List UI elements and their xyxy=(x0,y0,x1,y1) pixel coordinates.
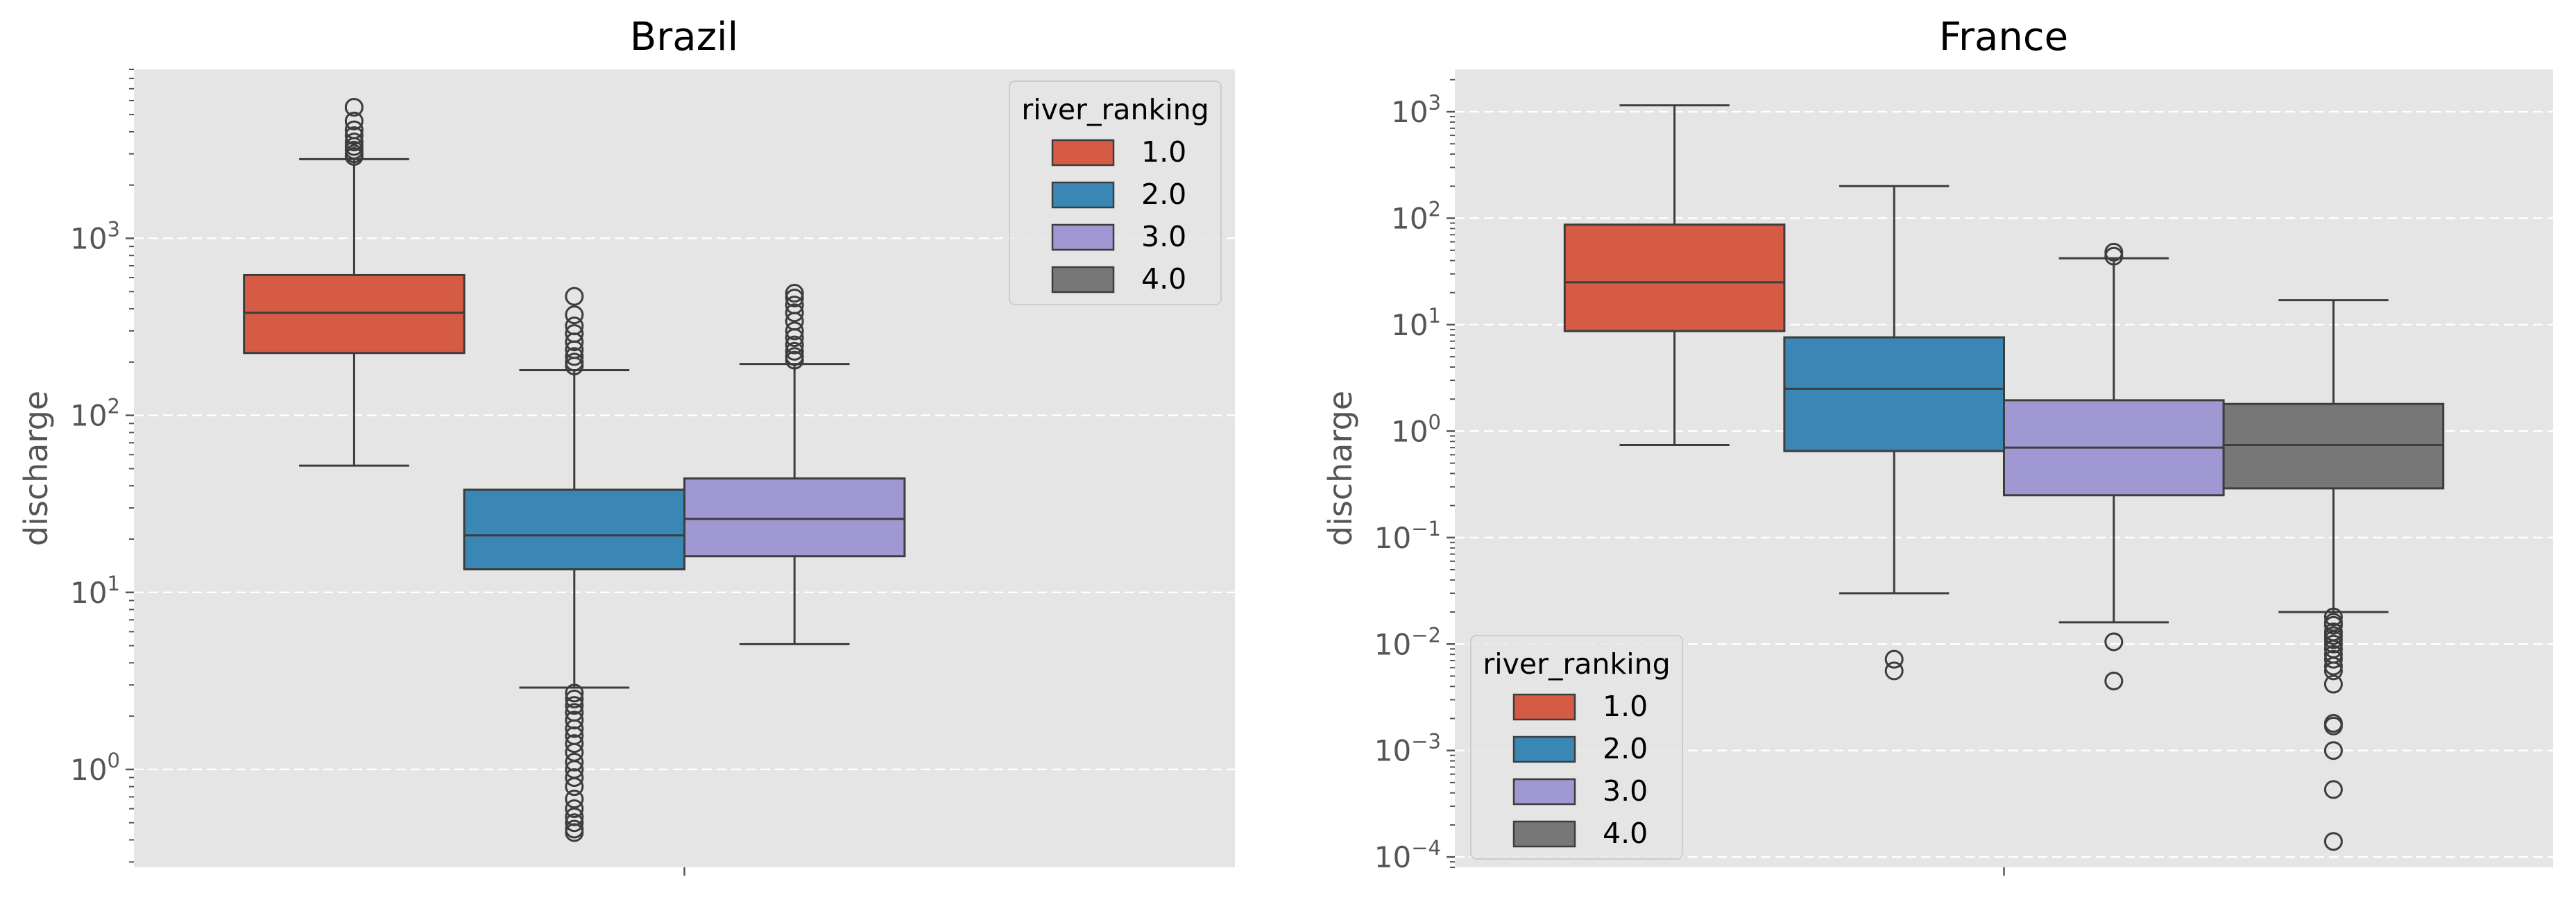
box-iqr xyxy=(1563,223,1786,332)
legend-label-3.0: 3.0 xyxy=(1141,220,1186,253)
outlier-point xyxy=(565,352,584,372)
outlier-point xyxy=(565,305,584,325)
outlier-point xyxy=(565,719,584,738)
legend-title: river_ranking xyxy=(1021,93,1209,126)
outlier-point xyxy=(565,347,584,366)
box-series-4.0 xyxy=(2222,299,2445,851)
outlier-point xyxy=(565,689,584,708)
outlier-point xyxy=(344,133,364,152)
box-series-1.0 xyxy=(1563,104,1786,446)
outlier-point xyxy=(2323,780,2343,799)
box-series-1.0 xyxy=(243,98,466,467)
chart-panel-brazil: 100 101 102 103 Brazil discharge river_ranking… xyxy=(17,15,1235,876)
legend-title: river_ranking xyxy=(1483,647,1670,681)
y-axis-label: discharge xyxy=(17,391,55,546)
outlier-point xyxy=(785,284,804,303)
outlier-point xyxy=(565,790,584,809)
outlier-point xyxy=(2323,674,2343,694)
outlier-point xyxy=(2323,741,2343,760)
outlier-point xyxy=(785,296,804,315)
outlier-point xyxy=(2323,607,2343,627)
outlier-point xyxy=(565,768,584,788)
outlier-point xyxy=(2104,246,2124,266)
box-iqr xyxy=(2222,402,2445,490)
outlier-point xyxy=(565,324,584,343)
outlier-point xyxy=(785,341,804,361)
outlier-point xyxy=(565,813,584,833)
outlier-point xyxy=(565,799,584,819)
outlier-point xyxy=(2323,832,2343,851)
y-tick-label-2: 10−2 xyxy=(1374,623,1441,661)
legend-label-2.0: 2.0 xyxy=(1603,732,1648,765)
legend-label-1.0: 1.0 xyxy=(1141,135,1186,169)
outlier-point xyxy=(344,98,364,117)
outlier-point xyxy=(1884,661,1904,681)
outlier-point xyxy=(565,696,584,715)
legend: river_ranking 1.0 2.0 3.0 4.0 xyxy=(1009,80,1222,305)
outlier-point xyxy=(2323,649,2343,669)
legend-label-1.0: 1.0 xyxy=(1603,690,1648,723)
outlier-point xyxy=(565,683,584,703)
y-tick-label-6: 102 xyxy=(1391,197,1441,235)
y-axis-label: discharge xyxy=(1322,391,1359,546)
outlier-point xyxy=(344,120,364,139)
legend-label-4.0: 4.0 xyxy=(1603,817,1648,850)
outlier-point xyxy=(2104,671,2124,690)
box-series-3.0 xyxy=(683,284,906,645)
box-series-2.0 xyxy=(1783,185,2005,681)
outlier-point xyxy=(785,347,804,366)
box-iqr xyxy=(243,273,466,355)
y-tick-label-1: 10−3 xyxy=(1374,730,1441,768)
y-tick-label-7: 103 xyxy=(1391,91,1441,129)
outlier-point xyxy=(2323,661,2343,681)
outlier-point xyxy=(785,335,804,355)
outlier-point xyxy=(785,321,804,341)
outlier-point xyxy=(2323,615,2343,635)
box-iqr xyxy=(683,477,906,558)
y-tick-label-5: 101 xyxy=(1391,304,1441,342)
outlier-point xyxy=(2323,716,2343,735)
outlier-point xyxy=(2104,632,2124,652)
legend: river_ranking 1.0 2.0 3.0 4.0 xyxy=(1470,635,1683,860)
box-series-2.0 xyxy=(463,287,685,842)
y-tick-label-0: 100 xyxy=(70,749,120,787)
outlier-point xyxy=(565,777,584,797)
y-tick-label-4: 100 xyxy=(1391,410,1441,448)
outlier-point xyxy=(2323,630,2343,649)
box-iqr xyxy=(463,488,685,571)
legend-swatch-1.0 xyxy=(1512,693,1576,721)
outlier-point xyxy=(2323,634,2343,654)
outlier-point xyxy=(565,287,584,306)
outlier-point xyxy=(565,823,584,842)
chart-title: France xyxy=(1939,15,2068,60)
y-tick-label-3: 10−1 xyxy=(1374,517,1441,555)
outlier-point xyxy=(785,303,804,323)
legend-swatch-1.0 xyxy=(1051,139,1115,167)
legend-swatch-4.0 xyxy=(1051,266,1115,293)
y-tick-label-3: 103 xyxy=(70,217,120,255)
outlier-point xyxy=(344,111,364,130)
y-tick-label-2: 102 xyxy=(70,395,120,433)
y-tick-label-0: 10−4 xyxy=(1374,836,1441,874)
legend-swatch-2.0 xyxy=(1051,181,1115,209)
y-tick-label-1: 101 xyxy=(70,572,120,610)
legend-label-2.0: 2.0 xyxy=(1141,178,1186,211)
outlier-point xyxy=(565,316,584,336)
legend-label-3.0: 3.0 xyxy=(1603,774,1648,808)
outlier-point xyxy=(565,734,584,754)
outlier-point xyxy=(785,289,804,308)
chart-panel-france: 10−4 10−3 10−2 10−1 100 101 102 103 France discha… xyxy=(1322,15,2553,876)
legend-swatch-3.0 xyxy=(1051,223,1115,251)
box-iqr xyxy=(1783,336,2005,452)
outlier-point xyxy=(1884,649,1904,669)
legend-swatch-2.0 xyxy=(1512,735,1576,763)
outlier-point xyxy=(344,126,364,146)
legend-label-4.0: 4.0 xyxy=(1141,262,1186,296)
chart-title: Brazil xyxy=(630,15,738,60)
outlier-point xyxy=(565,752,584,772)
outlier-point xyxy=(2323,656,2343,676)
legend-swatch-3.0 xyxy=(1512,778,1576,806)
legend-swatch-4.0 xyxy=(1512,820,1576,848)
